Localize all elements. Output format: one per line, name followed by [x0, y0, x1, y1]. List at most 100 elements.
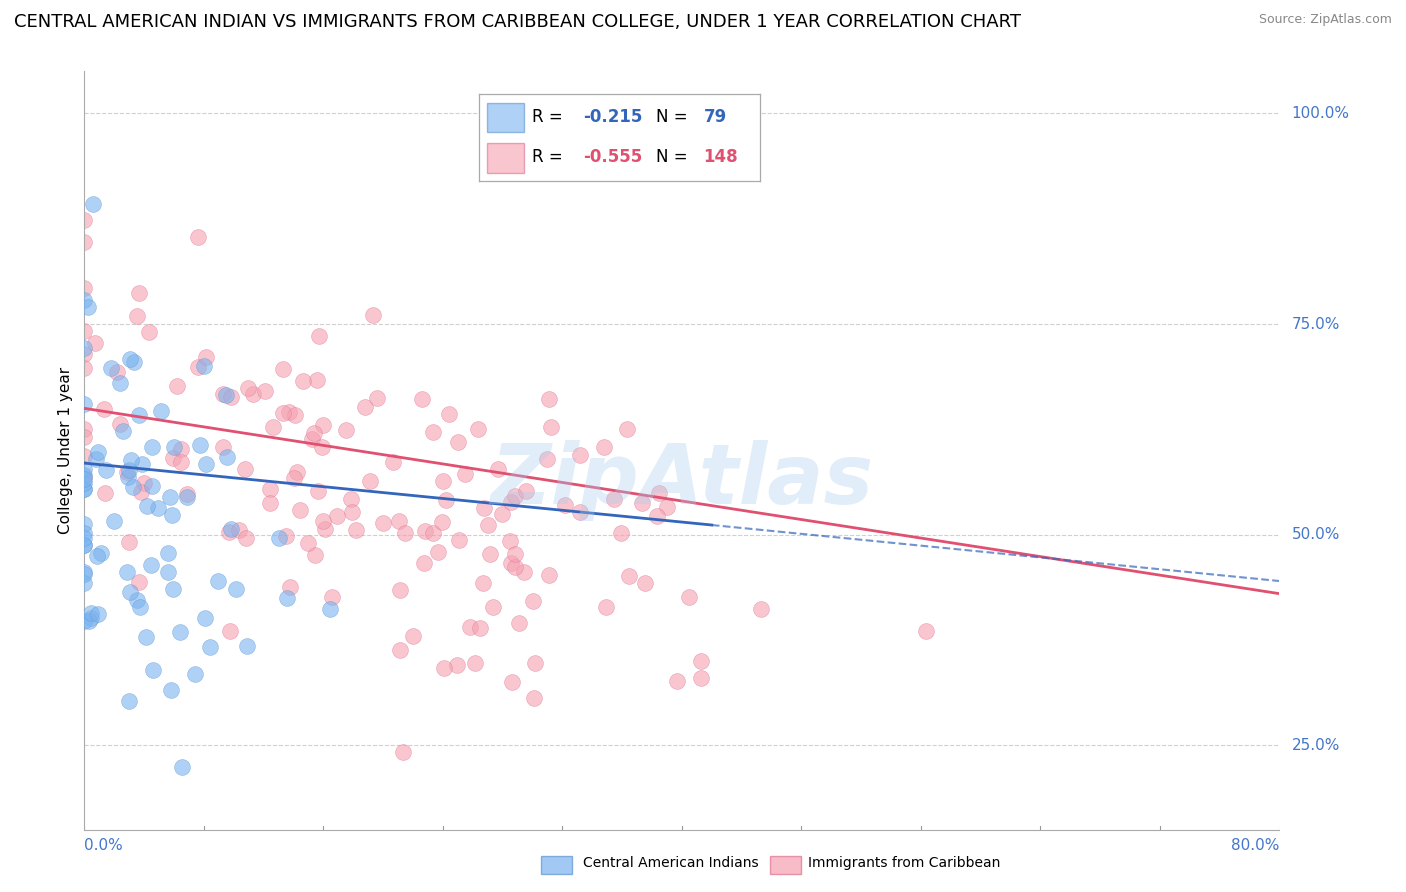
Point — [170, 442, 193, 457]
Point — [77, 614, 100, 628]
Point — [491, 507, 513, 521]
Point — [87, 607, 110, 621]
Point — [477, 518, 499, 533]
Text: CENTRAL AMERICAN INDIAN VS IMMIGRANTS FROM CARIBBEAN COLLEGE, UNDER 1 YEAR CORRE: CENTRAL AMERICAN INDIAN VS IMMIGRANTS FR… — [14, 13, 1021, 31]
Point — [73, 566, 96, 580]
Point — [634, 576, 657, 591]
Point — [135, 630, 157, 644]
Point — [219, 624, 242, 639]
Point — [128, 285, 150, 300]
Point — [93, 401, 115, 416]
Text: 0.0%: 0.0% — [84, 838, 124, 853]
Point — [193, 359, 215, 374]
Point — [304, 548, 326, 562]
Point — [73, 235, 96, 249]
Point — [157, 565, 180, 579]
Point — [139, 558, 162, 573]
Point — [120, 453, 142, 467]
Point — [157, 546, 180, 560]
Point — [538, 567, 561, 582]
Point — [73, 614, 96, 628]
Point — [122, 480, 145, 494]
Point — [118, 535, 141, 549]
Point — [359, 474, 381, 488]
Point — [115, 565, 138, 579]
Point — [446, 657, 468, 672]
Point — [458, 620, 481, 634]
Point — [471, 576, 494, 591]
Point — [73, 347, 96, 361]
Point — [132, 475, 155, 490]
Text: 75.0%: 75.0% — [1292, 317, 1340, 332]
Point — [94, 463, 117, 477]
Point — [187, 359, 209, 374]
Point — [388, 643, 411, 657]
Point — [112, 425, 135, 439]
Point — [219, 521, 242, 535]
Point — [73, 475, 96, 490]
Point — [478, 547, 501, 561]
Point — [90, 546, 112, 560]
Point — [689, 671, 711, 685]
Point — [242, 386, 264, 401]
Point — [118, 351, 141, 366]
Point — [486, 462, 509, 476]
Point — [146, 501, 169, 516]
Point — [592, 441, 614, 455]
Point — [433, 661, 456, 675]
Point — [432, 474, 454, 488]
Point — [344, 524, 367, 538]
Point — [160, 682, 183, 697]
Point — [141, 479, 163, 493]
Point — [648, 485, 671, 500]
Point — [253, 384, 276, 399]
Point — [194, 350, 217, 364]
Point — [311, 440, 333, 454]
Point — [162, 450, 184, 465]
Point — [645, 508, 668, 523]
Point — [498, 534, 520, 549]
Point — [194, 457, 217, 471]
Point — [122, 355, 145, 369]
Point — [73, 360, 96, 375]
Point — [73, 470, 96, 484]
Point — [105, 365, 128, 379]
Point — [73, 397, 96, 411]
Point — [117, 470, 139, 484]
Point — [505, 547, 527, 561]
Point — [603, 491, 626, 506]
Point — [176, 486, 198, 500]
Point — [505, 489, 527, 503]
Point — [238, 381, 260, 395]
Point — [426, 545, 449, 559]
Point — [73, 516, 96, 531]
Point — [73, 422, 96, 436]
Point — [73, 281, 96, 295]
Point — [318, 602, 340, 616]
Point — [73, 526, 96, 541]
Point — [271, 362, 294, 376]
Point — [117, 693, 139, 707]
Point — [312, 514, 335, 528]
Point — [163, 440, 186, 454]
Point — [307, 483, 329, 498]
Point — [422, 525, 444, 540]
Point — [271, 406, 294, 420]
Point — [100, 361, 122, 376]
Text: Immigrants from Caribbean: Immigrants from Caribbean — [808, 856, 1001, 871]
Point — [467, 422, 489, 436]
Point — [387, 514, 409, 528]
Point — [291, 374, 314, 388]
Point — [188, 438, 211, 452]
Point — [218, 524, 240, 539]
Point — [690, 654, 713, 668]
Point — [447, 435, 470, 450]
Point — [235, 640, 257, 654]
Point — [118, 584, 141, 599]
Text: 100.0%: 100.0% — [1292, 106, 1350, 121]
Point — [128, 408, 150, 422]
Point — [103, 515, 125, 529]
Point — [422, 425, 444, 439]
Point — [215, 388, 238, 402]
Point — [447, 533, 470, 547]
